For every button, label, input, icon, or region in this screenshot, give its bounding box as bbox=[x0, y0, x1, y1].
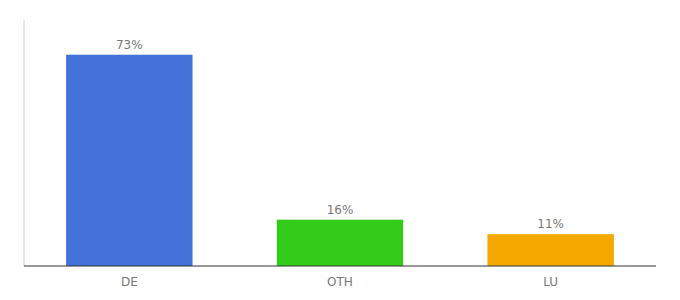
bar bbox=[66, 55, 192, 266]
x-tick-label: OTH bbox=[327, 275, 353, 289]
chart: 73% 16% 11% DE OTH LU bbox=[0, 0, 680, 300]
labels: 73% 16% 11% DE OTH LU bbox=[116, 38, 564, 289]
x-axis-line bbox=[24, 266, 656, 267]
bar bbox=[277, 220, 403, 266]
data-label: 73% bbox=[116, 38, 143, 52]
x-tick-label: LU bbox=[543, 275, 558, 289]
x-tick-label: DE bbox=[121, 275, 138, 289]
bar bbox=[487, 234, 613, 266]
chart-container: 73% 16% 11% DE OTH LU bbox=[0, 0, 680, 300]
data-label: 11% bbox=[537, 217, 564, 231]
bars bbox=[66, 55, 614, 266]
data-label: 16% bbox=[327, 203, 354, 217]
y-axis-line bbox=[24, 20, 25, 266]
